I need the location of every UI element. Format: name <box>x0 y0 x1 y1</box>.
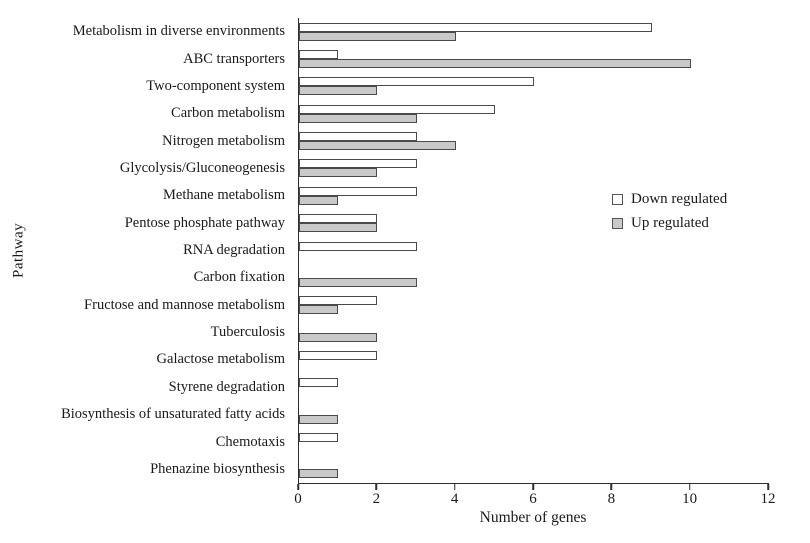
bar-group <box>299 428 769 455</box>
category-label: Pentose phosphate pathway <box>124 214 285 231</box>
bar-group <box>299 264 769 291</box>
down-regulated-bar <box>299 77 534 87</box>
up-regulated-bar <box>299 168 378 178</box>
down-regulated-bar <box>299 22 652 32</box>
bar-group <box>299 210 769 237</box>
bar-group <box>299 182 769 209</box>
category-label: RNA degradation <box>183 242 285 259</box>
x-tick-label: 0 <box>294 491 302 507</box>
x-tick <box>375 484 378 490</box>
x-tick-label: 6 <box>529 491 537 507</box>
up-regulated-bar <box>299 141 456 151</box>
bar-group <box>299 456 769 483</box>
x-tick <box>297 484 299 490</box>
category-label: Chemotaxis <box>215 433 285 450</box>
up-regulated-bar <box>299 414 339 424</box>
bar-group <box>299 127 769 154</box>
plot-area <box>298 18 769 484</box>
category-label: Biosynthesis of unsaturated fatty acids <box>61 406 285 423</box>
legend-label: Down regulated <box>631 191 728 207</box>
up-regulated-bar <box>299 59 691 69</box>
down-regulated-bar <box>299 296 378 306</box>
x-tick-label: 2 <box>372 491 381 507</box>
up-regulated-bar <box>299 305 339 315</box>
x-tick-label: 12 <box>760 491 776 507</box>
up-regulated-bar <box>299 223 378 233</box>
category-label: Galactose metabolism <box>156 351 285 368</box>
up-regulated-bar <box>299 86 378 96</box>
up-regulated-bar <box>299 469 339 479</box>
legend: Down regulated Up regulated <box>612 191 727 232</box>
bar-group <box>299 292 769 319</box>
bar-group <box>299 155 769 182</box>
category-label: ABC transporters <box>183 50 285 67</box>
category-label: Methane metabolism <box>162 187 285 204</box>
x-tick <box>453 484 456 490</box>
down-regulated-bar <box>299 214 378 224</box>
x-tick <box>532 484 534 490</box>
bar-group <box>299 346 769 373</box>
down-regulated-bar <box>299 104 495 114</box>
category-label: Carbon fixation <box>193 269 285 286</box>
up-regulated-bar <box>299 195 339 205</box>
down-regulated-bar <box>299 350 378 360</box>
category-label: Metabolism in diverse environments <box>72 23 285 40</box>
category-label: Styrene degradation <box>168 378 285 395</box>
up-regulated-bar <box>299 277 417 287</box>
x-tick <box>767 484 769 490</box>
bar-group <box>299 401 769 428</box>
up-regulated-bar <box>299 332 378 342</box>
legend-item-up-regulated: Up regulated <box>612 215 727 232</box>
down-regulated-bar <box>299 132 417 142</box>
down-regulated-bar <box>299 186 417 196</box>
x-tick <box>610 484 613 490</box>
up-regulated-bar <box>299 31 456 41</box>
bar-group <box>299 18 769 45</box>
x-tick-label: 10 <box>682 491 698 507</box>
category-label: Tuberculosis <box>210 324 285 341</box>
x-tick-label: 4 <box>450 491 459 507</box>
category-label: Carbon metabolism <box>171 105 285 122</box>
bar-group <box>299 374 769 401</box>
category-label: Phenazine biosynthesis <box>150 460 285 477</box>
down-regulated-swatch <box>612 194 623 205</box>
bar-group <box>299 319 769 346</box>
up-regulated-swatch <box>612 218 623 229</box>
category-labels-column: Metabolism in diverse environments ABC tr… <box>0 18 292 483</box>
bar-group <box>299 100 769 127</box>
category-label: Fructose and mannose metabolism <box>84 296 285 313</box>
down-regulated-bar <box>299 378 339 388</box>
x-tick-label: 8 <box>607 491 616 507</box>
x-tick <box>688 484 691 490</box>
bar-group <box>299 73 769 100</box>
bar-group <box>299 237 769 264</box>
down-regulated-bar <box>299 159 417 169</box>
up-regulated-bar <box>299 113 417 123</box>
down-regulated-bar <box>299 433 339 443</box>
down-regulated-bar <box>299 241 417 251</box>
bar-group <box>299 45 769 72</box>
category-label: Two-component system <box>146 77 285 94</box>
x-axis: 0 2 4 6 8 10 12 <box>294 484 776 536</box>
down-regulated-bar <box>299 50 339 60</box>
category-label: Nitrogen metabolism <box>162 132 285 149</box>
legend-item-down-regulated: Down regulated <box>612 191 727 208</box>
legend-label: Up regulated <box>631 215 709 231</box>
category-label: Glycolysis/Gluconeogenesis <box>119 159 285 176</box>
x-axis-title: Number of genes <box>479 509 587 526</box>
